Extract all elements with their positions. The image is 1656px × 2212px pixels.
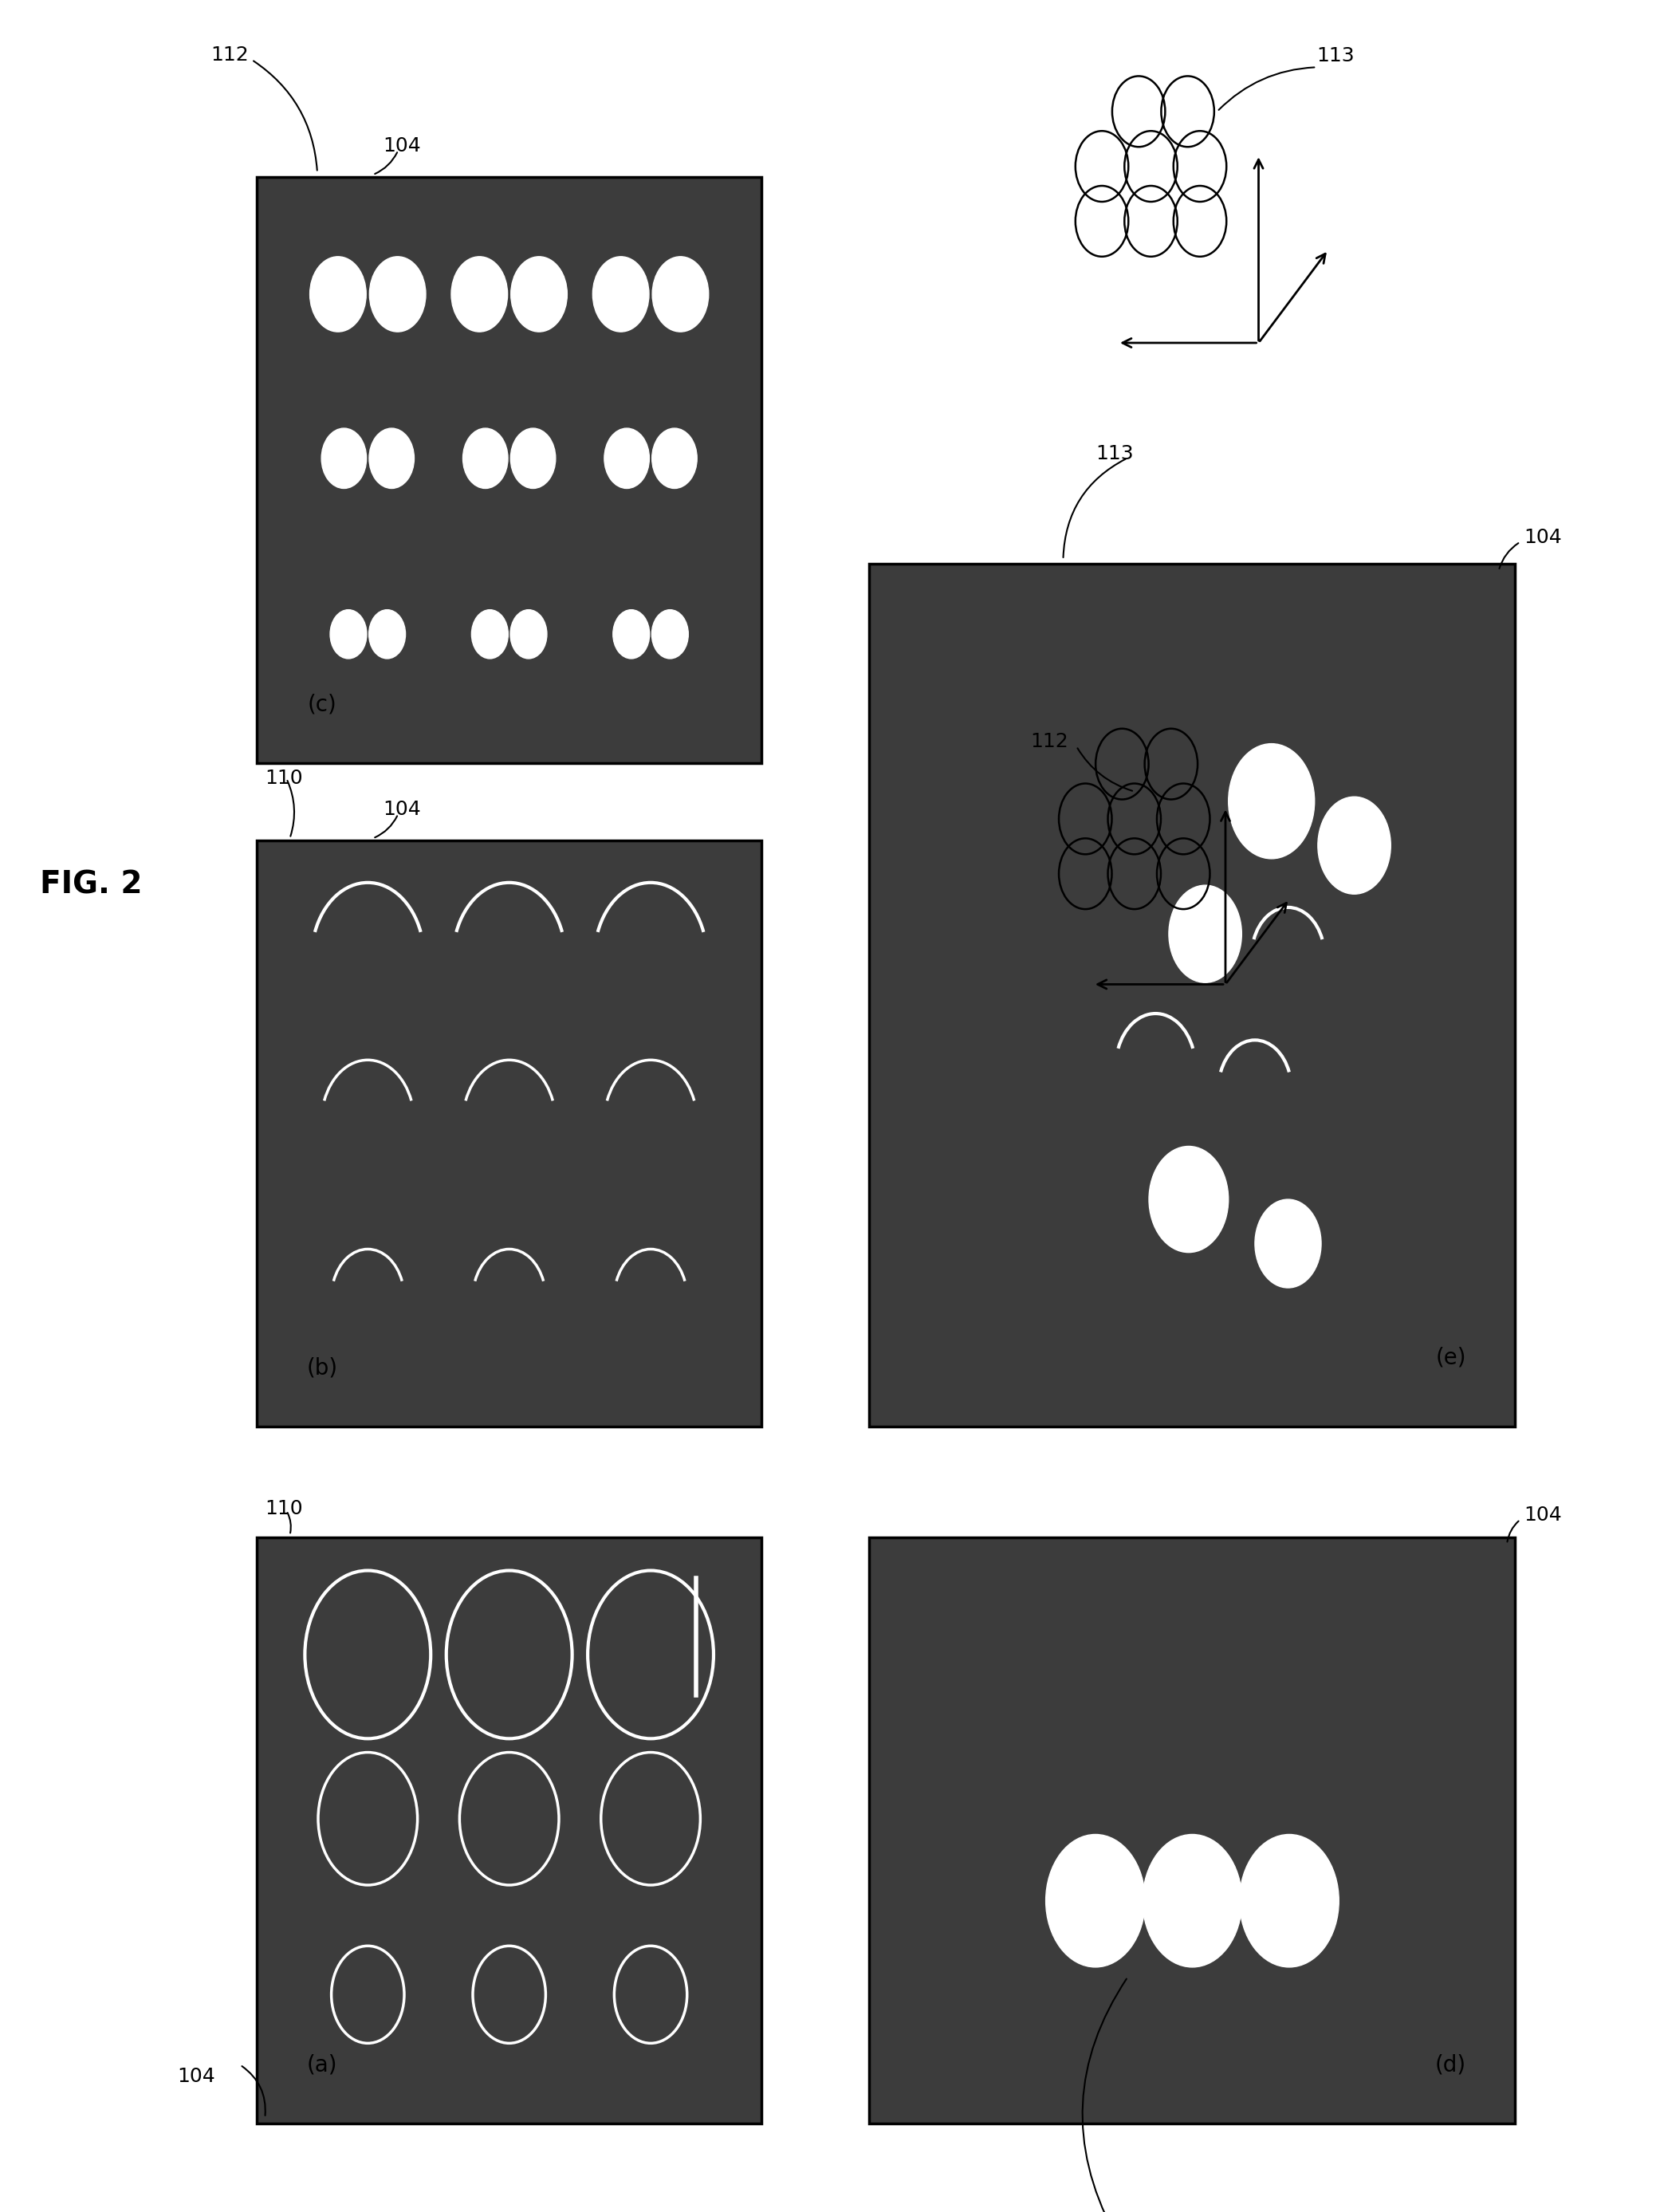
Circle shape xyxy=(1229,743,1315,858)
Circle shape xyxy=(1318,796,1391,894)
Circle shape xyxy=(450,257,507,332)
Text: (c): (c) xyxy=(308,692,336,717)
Circle shape xyxy=(593,257,649,332)
Bar xyxy=(257,1537,762,2124)
Text: (d): (d) xyxy=(1436,2053,1466,2077)
Text: 104: 104 xyxy=(383,801,421,818)
Circle shape xyxy=(369,429,414,489)
Text: 112: 112 xyxy=(1030,732,1068,752)
Circle shape xyxy=(510,611,546,659)
Text: (e): (e) xyxy=(1436,1347,1466,1369)
Circle shape xyxy=(462,429,508,489)
Text: FIG. 2: FIG. 2 xyxy=(40,869,142,900)
Circle shape xyxy=(369,257,426,332)
Text: 110: 110 xyxy=(265,1500,303,1517)
Circle shape xyxy=(310,257,366,332)
Circle shape xyxy=(604,429,649,489)
Circle shape xyxy=(369,611,406,659)
Text: 104: 104 xyxy=(1524,529,1562,546)
Text: 104: 104 xyxy=(383,137,421,155)
Bar xyxy=(257,841,762,1427)
Circle shape xyxy=(652,611,689,659)
Circle shape xyxy=(652,257,709,332)
Text: 113: 113 xyxy=(1317,46,1355,66)
Circle shape xyxy=(472,611,508,659)
Circle shape xyxy=(1169,885,1242,982)
Text: (b): (b) xyxy=(306,1356,338,1380)
Text: 104: 104 xyxy=(177,2066,215,2086)
Circle shape xyxy=(321,429,366,489)
Text: 110: 110 xyxy=(265,770,303,787)
Text: 113: 113 xyxy=(1096,445,1134,462)
Circle shape xyxy=(1255,1199,1321,1287)
Circle shape xyxy=(1047,1834,1146,1966)
Bar xyxy=(869,564,1515,1427)
Circle shape xyxy=(330,611,366,659)
Bar xyxy=(257,177,762,763)
Circle shape xyxy=(1143,1834,1242,1966)
Circle shape xyxy=(1239,1834,1338,1966)
Text: (a): (a) xyxy=(306,2053,338,2077)
Circle shape xyxy=(652,429,697,489)
Circle shape xyxy=(510,429,556,489)
Bar xyxy=(869,1537,1515,2124)
Text: 112: 112 xyxy=(210,46,248,64)
Text: 104: 104 xyxy=(1524,1506,1562,1524)
Circle shape xyxy=(510,257,566,332)
Circle shape xyxy=(613,611,649,659)
Circle shape xyxy=(1149,1146,1229,1252)
